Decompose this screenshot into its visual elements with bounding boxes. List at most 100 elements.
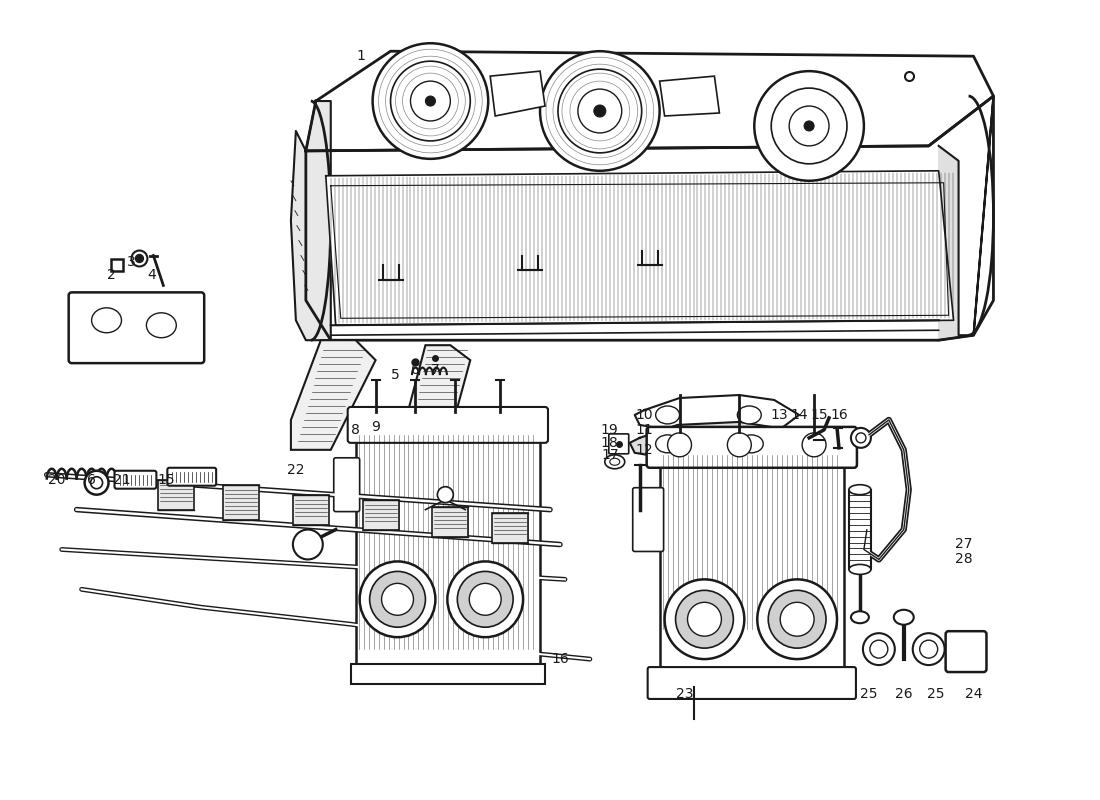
- Polygon shape: [306, 96, 993, 340]
- Text: 4: 4: [147, 269, 156, 282]
- Text: 26: 26: [895, 687, 913, 701]
- Bar: [660, 450, 844, 689]
- Polygon shape: [635, 395, 799, 435]
- Ellipse shape: [656, 406, 680, 424]
- Circle shape: [470, 583, 502, 615]
- Text: 27: 27: [955, 538, 972, 551]
- Polygon shape: [326, 170, 954, 326]
- Circle shape: [856, 433, 866, 443]
- Ellipse shape: [894, 610, 914, 625]
- Bar: [158, 480, 195, 510]
- FancyBboxPatch shape: [946, 631, 987, 672]
- Polygon shape: [629, 422, 804, 462]
- Text: 15: 15: [811, 408, 828, 422]
- Text: 19: 19: [601, 423, 618, 437]
- Circle shape: [804, 121, 814, 131]
- Text: 23: 23: [675, 687, 693, 701]
- Text: 13: 13: [770, 408, 788, 422]
- Circle shape: [913, 633, 945, 665]
- FancyBboxPatch shape: [348, 407, 548, 443]
- Polygon shape: [290, 101, 331, 340]
- Circle shape: [373, 43, 488, 159]
- Circle shape: [135, 254, 143, 262]
- FancyBboxPatch shape: [167, 468, 217, 486]
- Circle shape: [851, 428, 871, 448]
- Text: 16: 16: [551, 652, 569, 666]
- Circle shape: [664, 579, 745, 659]
- Polygon shape: [306, 51, 993, 151]
- Text: 24: 24: [965, 687, 982, 701]
- Text: 8: 8: [351, 423, 360, 437]
- Circle shape: [802, 433, 826, 457]
- Circle shape: [558, 69, 641, 153]
- Circle shape: [668, 433, 692, 457]
- FancyBboxPatch shape: [608, 434, 629, 454]
- Bar: [849, 490, 871, 570]
- Text: 9: 9: [371, 420, 380, 434]
- Circle shape: [382, 583, 414, 615]
- Polygon shape: [491, 71, 544, 116]
- Text: 10: 10: [636, 408, 653, 422]
- Circle shape: [675, 590, 734, 648]
- Text: 15: 15: [157, 473, 175, 486]
- Bar: [351, 664, 544, 684]
- FancyBboxPatch shape: [647, 427, 857, 468]
- Polygon shape: [660, 76, 719, 116]
- Circle shape: [920, 640, 937, 658]
- Circle shape: [438, 486, 453, 502]
- Ellipse shape: [739, 435, 763, 453]
- Circle shape: [85, 470, 109, 494]
- Bar: [223, 485, 258, 519]
- Ellipse shape: [737, 406, 761, 424]
- Circle shape: [755, 71, 864, 181]
- Text: 3: 3: [128, 255, 135, 270]
- FancyBboxPatch shape: [632, 488, 663, 551]
- Ellipse shape: [849, 485, 871, 494]
- Text: 11: 11: [636, 423, 653, 437]
- Polygon shape: [400, 345, 471, 470]
- Circle shape: [390, 61, 471, 141]
- Bar: [355, 430, 540, 679]
- Circle shape: [540, 51, 660, 170]
- Text: 17: 17: [601, 448, 618, 462]
- Circle shape: [426, 96, 436, 106]
- Circle shape: [780, 602, 814, 636]
- Circle shape: [370, 571, 426, 627]
- Circle shape: [360, 562, 436, 637]
- Text: 18: 18: [601, 436, 618, 450]
- Circle shape: [293, 530, 322, 559]
- Circle shape: [410, 81, 450, 121]
- Ellipse shape: [609, 458, 619, 466]
- Text: 6: 6: [87, 473, 96, 486]
- Text: 28: 28: [955, 553, 972, 566]
- Circle shape: [594, 105, 606, 117]
- Text: 5: 5: [392, 368, 400, 382]
- Text: 2: 2: [107, 269, 116, 282]
- Ellipse shape: [146, 313, 176, 338]
- Text: 7: 7: [431, 363, 440, 377]
- Circle shape: [768, 590, 826, 648]
- FancyBboxPatch shape: [68, 292, 205, 363]
- Text: 1: 1: [356, 49, 365, 63]
- Circle shape: [458, 571, 513, 627]
- Bar: [293, 494, 329, 525]
- Text: 14: 14: [790, 408, 807, 422]
- Circle shape: [448, 562, 524, 637]
- Text: 21: 21: [112, 473, 130, 486]
- Ellipse shape: [851, 611, 869, 623]
- Circle shape: [757, 579, 837, 659]
- Circle shape: [90, 477, 102, 489]
- Circle shape: [870, 640, 888, 658]
- Circle shape: [688, 602, 722, 636]
- Ellipse shape: [656, 435, 680, 453]
- Text: 12: 12: [636, 443, 653, 457]
- FancyBboxPatch shape: [648, 667, 856, 699]
- Circle shape: [132, 250, 147, 266]
- Bar: [363, 500, 398, 530]
- Ellipse shape: [91, 308, 121, 333]
- Polygon shape: [938, 96, 993, 340]
- Text: 16: 16: [830, 408, 848, 422]
- Circle shape: [789, 106, 829, 146]
- Text: 25: 25: [860, 687, 878, 701]
- Circle shape: [862, 633, 894, 665]
